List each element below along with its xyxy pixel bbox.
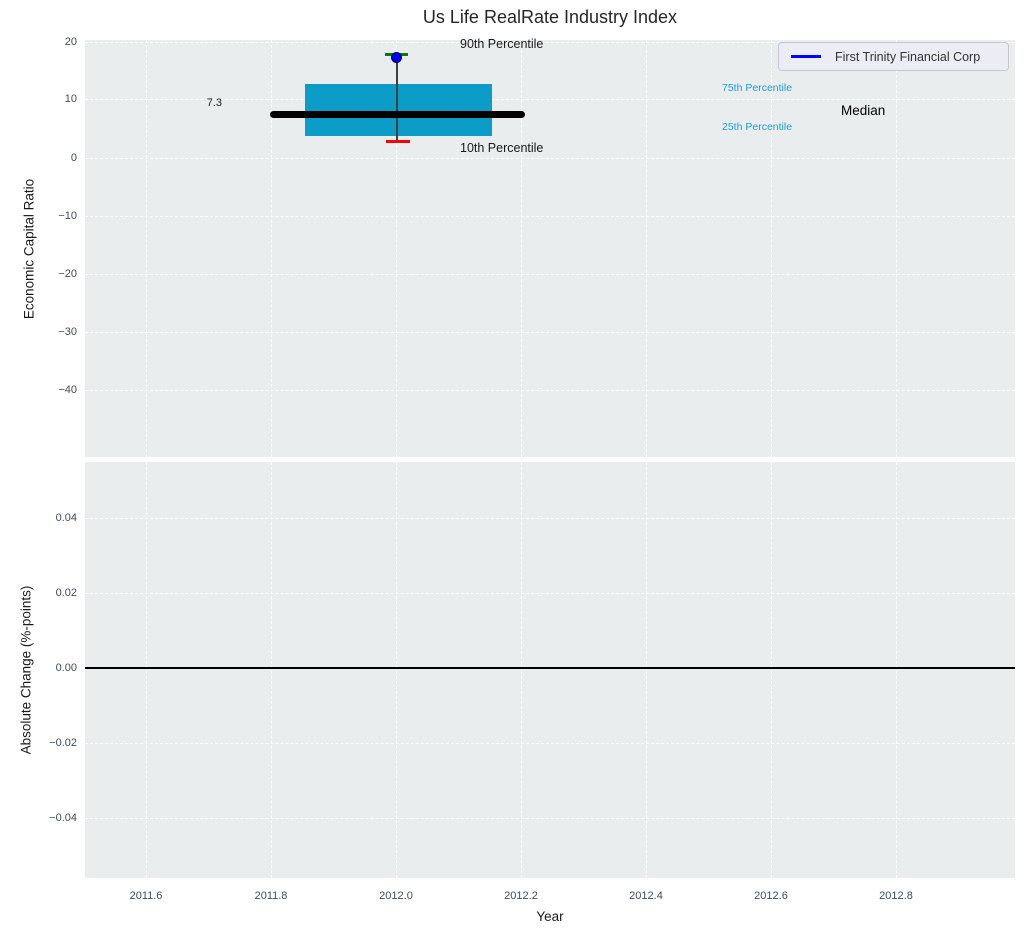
gridline-v (271, 462, 272, 878)
ytick-label: −20 (58, 268, 77, 280)
xtick-label: 2012.8 (879, 890, 913, 902)
xtick-label: 2012.4 (629, 890, 663, 902)
ytick-label: 20 (64, 36, 77, 48)
median-value-label: 7.3 (206, 97, 222, 109)
ytick-label: 0.02 (55, 587, 77, 599)
gridline-v (396, 40, 397, 457)
ytick-label: −0.02 (49, 737, 77, 749)
bottom-y-axis-label: Absolute Change (%-points) (18, 585, 34, 755)
median-line (270, 111, 525, 118)
top-plot-area: 7.3 90th Percentile 10th Percentile 75th… (85, 37, 1015, 457)
whisker-line (396, 54, 398, 143)
gridline-v (646, 462, 647, 878)
ytick-label: 0.04 (55, 512, 77, 524)
company-data-point (391, 52, 402, 63)
ytick-label: 10 (64, 93, 77, 105)
gridline-v (521, 40, 522, 457)
gridline-h (85, 593, 1015, 594)
zero-change-line (85, 667, 1015, 669)
xtick-label: 2012.2 (504, 890, 538, 902)
p90-annotation: 90th Percentile (460, 37, 544, 51)
ytick-label: −10 (58, 210, 77, 222)
gridline-v (896, 462, 897, 878)
xtick-label: 2011.6 (129, 890, 163, 902)
gridline-v (771, 40, 772, 457)
ytick-label: −40 (58, 384, 77, 396)
chart-title: Us Life RealRate Industry Index (422, 7, 678, 27)
gridline-h (85, 518, 1015, 519)
bottom-plot-area (85, 462, 1015, 878)
p75-annotation: 75th Percentile (722, 82, 793, 94)
x-axis-label: Year (536, 909, 564, 924)
ytick-label: −0.04 (49, 812, 77, 824)
xtick-label: 2011.8 (254, 890, 288, 902)
gridline-h (85, 158, 1015, 159)
gridline-h (85, 99, 1015, 100)
gridline-h (85, 42, 1015, 43)
gridline-h (85, 332, 1015, 333)
ytick-label: 0 (70, 152, 77, 164)
gridline-v (896, 40, 897, 457)
gridline-h (85, 274, 1015, 275)
legend-label: First Trinity Financial Corp (835, 49, 981, 64)
ytick-label: 0.00 (55, 662, 77, 674)
median-annotation: Median (841, 103, 886, 118)
xtick-label: 2012.6 (754, 890, 788, 902)
legend: First Trinity Financial Corp (778, 42, 1009, 71)
xtick-label: 2012.0 (379, 890, 413, 902)
gridline-h (85, 390, 1015, 391)
gridline-v (146, 40, 147, 457)
p25-annotation: 25th Percentile (722, 121, 793, 133)
gridline-h (85, 216, 1015, 217)
top-y-axis-label: Economic Capital Ratio (21, 178, 37, 320)
gridline-v (771, 462, 772, 878)
p10-annotation: 10th Percentile (460, 141, 544, 155)
gridline-v (271, 40, 272, 457)
gridline-v (396, 462, 397, 878)
legend-line-icon (791, 55, 821, 58)
gridline-h (85, 743, 1015, 744)
percentile-box (305, 84, 492, 136)
gridline-v (646, 40, 647, 457)
p10-whisker-cap (386, 140, 410, 143)
gridline-h (85, 818, 1015, 819)
gridline-v (521, 462, 522, 878)
gridline-v (146, 462, 147, 878)
ytick-label: −30 (58, 326, 77, 338)
